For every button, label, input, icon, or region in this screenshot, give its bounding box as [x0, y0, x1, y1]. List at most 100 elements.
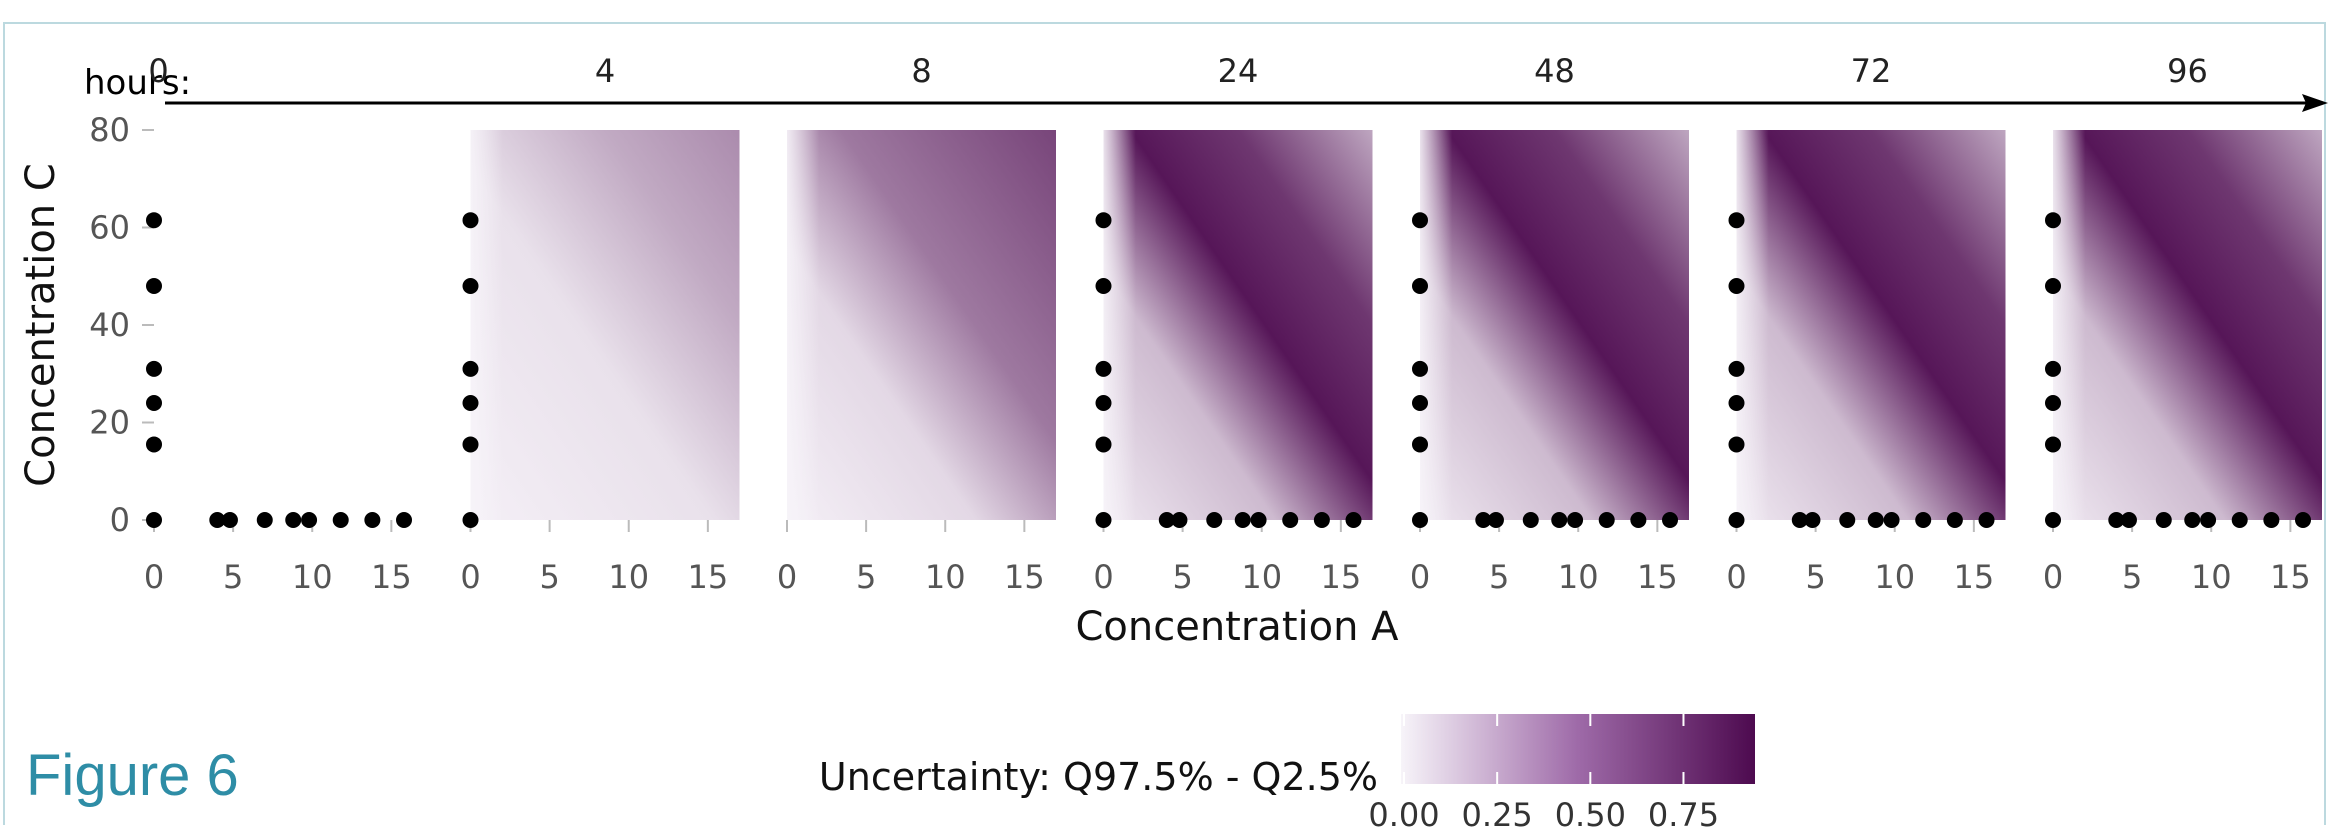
design-point: [1250, 512, 1267, 528]
design-point: [256, 512, 273, 528]
design-point: [1728, 395, 1745, 411]
design-point: [1867, 512, 1884, 528]
legend-title: Uncertainty: Q97.5% - Q2.5%: [819, 755, 1378, 799]
design-point: [2045, 360, 2061, 377]
y-tick-label: 40: [89, 306, 130, 344]
panel-24h: 24 0 5 10 15: [1093, 52, 1373, 596]
design-point: [2295, 512, 2312, 528]
design-point: [2120, 512, 2137, 528]
x-tick-label: 0: [144, 558, 164, 596]
design-point: [1412, 212, 1428, 229]
design-point: [1171, 512, 1188, 528]
heatmap-edge-fade: [2053, 130, 2322, 520]
design-point: [1728, 278, 1745, 294]
x-tick-label: 10: [1241, 558, 1282, 596]
x-axis-label: Concentration A: [1075, 604, 1399, 650]
x-tick-label: 5: [2122, 558, 2142, 596]
y-tick-label: 60: [89, 209, 130, 247]
panel-hour-label: 8: [911, 52, 931, 90]
x-tick-label: 10: [2191, 558, 2232, 596]
design-point: [2045, 395, 2061, 411]
design-point: [2200, 512, 2217, 528]
design-point: [2045, 278, 2061, 294]
x-tick-label: 10: [292, 558, 333, 596]
x-tick-label: 15: [371, 558, 412, 596]
x-tick-label: 15: [2270, 558, 2311, 596]
figure-frame: [3, 22, 2326, 825]
legend-tick-label: 0.50: [1555, 796, 1626, 828]
design-point: [146, 395, 162, 411]
panel-hour-label: 4: [595, 52, 615, 90]
design-point: [332, 512, 349, 528]
design-point: [1839, 512, 1856, 528]
heatmap-edge-fade: [787, 130, 1056, 520]
x-tick-label: 15: [1953, 558, 1994, 596]
design-point: [462, 360, 479, 377]
panel-hour-label: 72: [1851, 52, 1892, 90]
design-point: [1598, 512, 1615, 528]
legend-tick-label: 0.00: [1368, 796, 1439, 828]
design-point: [1412, 436, 1428, 453]
design-point: [2045, 512, 2061, 528]
design-point: [1728, 436, 1745, 453]
x-tick-label: 5: [1489, 558, 1509, 596]
design-point: [1630, 512, 1647, 528]
design-point: [1551, 512, 1568, 528]
heatmap-surface: [154, 130, 423, 520]
design-point: [1487, 512, 1504, 528]
design-point: [1412, 395, 1428, 411]
x-tick-label: 5: [1805, 558, 1825, 596]
design-point: [1412, 512, 1428, 528]
x-tick-label: 10: [1874, 558, 1915, 596]
design-point: [1345, 512, 1362, 528]
x-tick-label: 0: [1410, 558, 1430, 596]
design-point: [1095, 436, 1112, 453]
design-point: [146, 512, 162, 528]
design-point: [1567, 512, 1584, 528]
x-tick-label: 5: [1172, 558, 1192, 596]
design-point: [1095, 360, 1112, 377]
panel-hour-label: 0: [148, 52, 168, 90]
x-tick-label: 0: [1726, 558, 1746, 596]
design-point: [1412, 278, 1428, 294]
figure-label: Figure 6: [26, 743, 239, 808]
design-point: [146, 278, 162, 294]
design-point: [1662, 512, 1679, 528]
design-point: [1475, 512, 1492, 528]
design-point: [1095, 395, 1112, 411]
legend-tick-label: 0.25: [1462, 796, 1533, 828]
panel-72h: 72 0 5 10 15: [1726, 52, 2006, 596]
x-tick-label: 10: [608, 558, 649, 596]
design-point: [146, 360, 162, 377]
panel-hour-label: 24: [1218, 52, 1259, 90]
x-tick-label: 15: [687, 558, 728, 596]
design-point: [1946, 512, 1963, 528]
panel-hour-label: 96: [2167, 52, 2208, 90]
x-tick-label: 10: [925, 558, 966, 596]
design-point: [1234, 512, 1251, 528]
design-point: [1915, 512, 1932, 528]
design-point: [2045, 436, 2061, 453]
design-point: [1158, 512, 1175, 528]
design-point: [2045, 212, 2061, 229]
x-tick-label: 5: [223, 558, 243, 596]
design-point: [1791, 512, 1808, 528]
design-point: [221, 512, 238, 528]
heatmap-edge-fade: [470, 130, 740, 520]
panel-8h: 8 0 5 10 15: [777, 52, 1056, 596]
panel-4h: 4 0 5 10 15: [460, 52, 740, 596]
design-point: [285, 512, 302, 528]
design-point: [1728, 512, 1745, 528]
design-point: [1206, 512, 1223, 528]
design-point: [2155, 512, 2172, 528]
heatmap-edge-fade: [1103, 130, 1373, 520]
y-tick-label: 0: [110, 501, 130, 539]
design-point: [301, 512, 318, 528]
x-tick-label: 5: [539, 558, 559, 596]
design-point: [1282, 512, 1299, 528]
panel-96h: 96 0 5 10 15: [2043, 52, 2322, 596]
timeline: hours:: [84, 63, 2328, 112]
design-point: [2263, 512, 2280, 528]
